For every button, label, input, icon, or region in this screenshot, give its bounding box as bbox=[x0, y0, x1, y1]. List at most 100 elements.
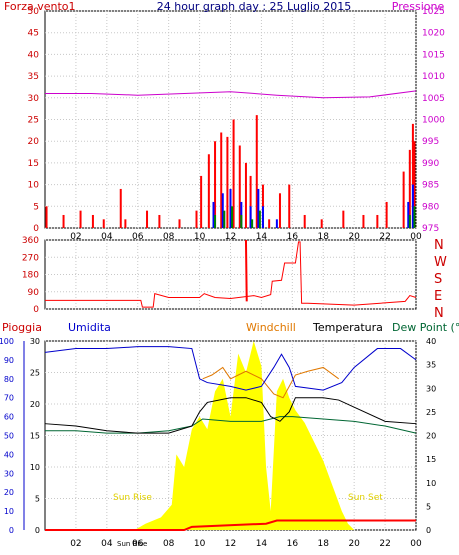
wind-time-tick-label: 02 bbox=[70, 232, 81, 242]
wind-time-tick-label: 14 bbox=[256, 232, 268, 242]
pressure-tick-label: 1020 bbox=[422, 29, 445, 39]
wind-tick-label: 10 bbox=[28, 181, 40, 191]
direction-degree-axis: 0 90 180 270 360 bbox=[22, 236, 39, 315]
rain-tick-label: 0 bbox=[35, 526, 40, 535]
wind-tick-label: 15 bbox=[28, 159, 39, 169]
rain-tick-label: 20 bbox=[30, 400, 40, 409]
compass-n-top: N bbox=[434, 238, 444, 253]
compass-e: E bbox=[434, 289, 442, 304]
wind-time-tick-label: 08 bbox=[163, 232, 175, 242]
sunset-annotation: Sun Set bbox=[348, 493, 383, 503]
rain-tick-label: 15 bbox=[30, 432, 40, 441]
wind-speed-axis: 0 5 10 15 20 25 30 35 40 45 50 bbox=[28, 7, 40, 234]
dewpoint-label: Dew Point (°C bbox=[392, 321, 459, 334]
rain-tick-label: 25 bbox=[30, 369, 40, 378]
wind-tick-label: 45 bbox=[28, 29, 39, 39]
average-wind-series bbox=[214, 206, 416, 228]
sunrise-annotation: Sun Rise bbox=[113, 493, 152, 503]
humidity-axis: 0 10 20 30 40 50 60 70 80 90 100 bbox=[0, 337, 14, 535]
humidity-line bbox=[44, 346, 417, 391]
temperature-tick-label: 20 bbox=[426, 432, 436, 441]
wind-tick-label: 40 bbox=[28, 50, 40, 60]
temperature-tick-label: 35 bbox=[426, 361, 436, 370]
compass-s: S bbox=[434, 272, 442, 287]
sunrise-marker-label: Sun Rise bbox=[117, 540, 147, 548]
temperature-tick-label: 5 bbox=[426, 502, 431, 511]
weather-time-tick-label: 10 bbox=[194, 539, 206, 549]
wind-direction-line bbox=[45, 241, 417, 308]
chart-title: 24 hour graph day : 25 Luglio 2015 bbox=[157, 0, 352, 13]
wind-tick-label: 50 bbox=[28, 7, 40, 17]
weather-time-tick-label: 00 bbox=[410, 539, 422, 549]
pressure-tick-label: 1025 bbox=[422, 7, 445, 17]
pressure-line bbox=[45, 90, 417, 99]
humidity-tick-label: 100 bbox=[0, 337, 14, 346]
compass-labels: N W S E N bbox=[434, 238, 447, 321]
humidity-axis-title: Umidita bbox=[68, 321, 111, 334]
wind-time-tick-label: 18 bbox=[318, 232, 330, 242]
rain-tick-label: 10 bbox=[30, 463, 40, 472]
windchill-label: Windchill bbox=[246, 321, 296, 334]
dewpoint-line bbox=[45, 416, 417, 434]
wind-time-tick-label: 10 bbox=[194, 232, 206, 242]
weather-time-tick-label: 06 bbox=[132, 539, 144, 549]
weather-time-tick-label: 02 bbox=[70, 539, 81, 549]
wind-series bbox=[45, 115, 416, 228]
wind-tick-label: 0 bbox=[33, 224, 39, 234]
wind-time-tick-label: 20 bbox=[348, 232, 360, 242]
wind-time-tick-label: 12 bbox=[225, 232, 236, 242]
wind-time-tick-label: 00 bbox=[410, 232, 422, 242]
humidity-tick-label: 30 bbox=[4, 469, 14, 478]
humidity-tick-label: 90 bbox=[4, 356, 14, 365]
direction-tick-label: 0 bbox=[33, 305, 39, 315]
weather-time-tick-label: 08 bbox=[163, 539, 175, 549]
direction-tick-label: 180 bbox=[22, 271, 39, 281]
direction-tick-label: 270 bbox=[22, 253, 39, 263]
wind-time-tick-label: 06 bbox=[132, 232, 144, 242]
wind-time-tick-label: 04 bbox=[101, 232, 113, 242]
humidity-tick-label: 80 bbox=[4, 375, 14, 384]
weather-time-tick-label: 22 bbox=[379, 539, 390, 549]
rain-tick-label: 5 bbox=[35, 495, 40, 504]
temperature-line bbox=[44, 397, 417, 434]
wind-tick-label: 30 bbox=[28, 94, 40, 104]
temperature-tick-label: 40 bbox=[426, 337, 436, 346]
rain-line bbox=[45, 519, 416, 531]
pressure-tick-label: 995 bbox=[422, 137, 439, 147]
rain-axis: 0 5 10 15 20 25 30 bbox=[30, 337, 40, 535]
humidity-tick-label: 40 bbox=[4, 450, 14, 459]
pressure-tick-label: 1010 bbox=[422, 72, 445, 82]
weather-time-tick-label: 20 bbox=[348, 539, 360, 549]
weather-time-axis: 02 04 06 08 10 12 14 16 18 20 22 00 bbox=[70, 539, 422, 549]
wind-time-tick-label: 22 bbox=[379, 232, 390, 242]
rain-tick-label: 30 bbox=[30, 337, 40, 346]
wind-tick-label: 5 bbox=[33, 202, 39, 212]
rain-axis-title: Pioggia bbox=[2, 321, 42, 334]
temperature-tick-label: 0 bbox=[426, 526, 431, 535]
humidity-tick-label: 20 bbox=[4, 488, 14, 497]
temperature-tick-label: 15 bbox=[426, 455, 436, 464]
pressure-axis-title: Pressione bbox=[392, 0, 445, 13]
solar-radiation-area bbox=[134, 341, 355, 530]
weather-time-tick-label: 12 bbox=[225, 539, 236, 549]
temperature-label: Temperatura bbox=[312, 321, 383, 334]
windchill-line bbox=[202, 366, 340, 399]
pressure-axis: 975 980 985 990 995 1000 1005 1010 1015 1020 1025 bbox=[422, 7, 445, 234]
direction-tick-label: 360 bbox=[22, 236, 39, 246]
pressure-tick-label: 975 bbox=[422, 224, 439, 234]
pressure-tick-label: 985 bbox=[422, 181, 439, 191]
weather-time-tick-label: 04 bbox=[101, 539, 113, 549]
temperature-axis: 0 5 10 15 20 25 30 35 40 bbox=[426, 337, 436, 535]
pressure-tick-label: 1005 bbox=[422, 94, 445, 104]
humidity-tick-label: 60 bbox=[4, 413, 14, 422]
humidity-tick-label: 10 bbox=[4, 507, 14, 516]
humidity-tick-label: 50 bbox=[4, 432, 14, 441]
temperature-tick-label: 25 bbox=[426, 408, 436, 417]
temperature-tick-label: 30 bbox=[426, 384, 436, 393]
pressure-tick-label: 1000 bbox=[422, 116, 445, 126]
humidity-tick-label: 0 bbox=[9, 526, 14, 535]
pressure-tick-label: 990 bbox=[422, 159, 439, 169]
wind-tick-label: 35 bbox=[28, 72, 39, 82]
humidity-tick-label: 70 bbox=[4, 394, 14, 403]
